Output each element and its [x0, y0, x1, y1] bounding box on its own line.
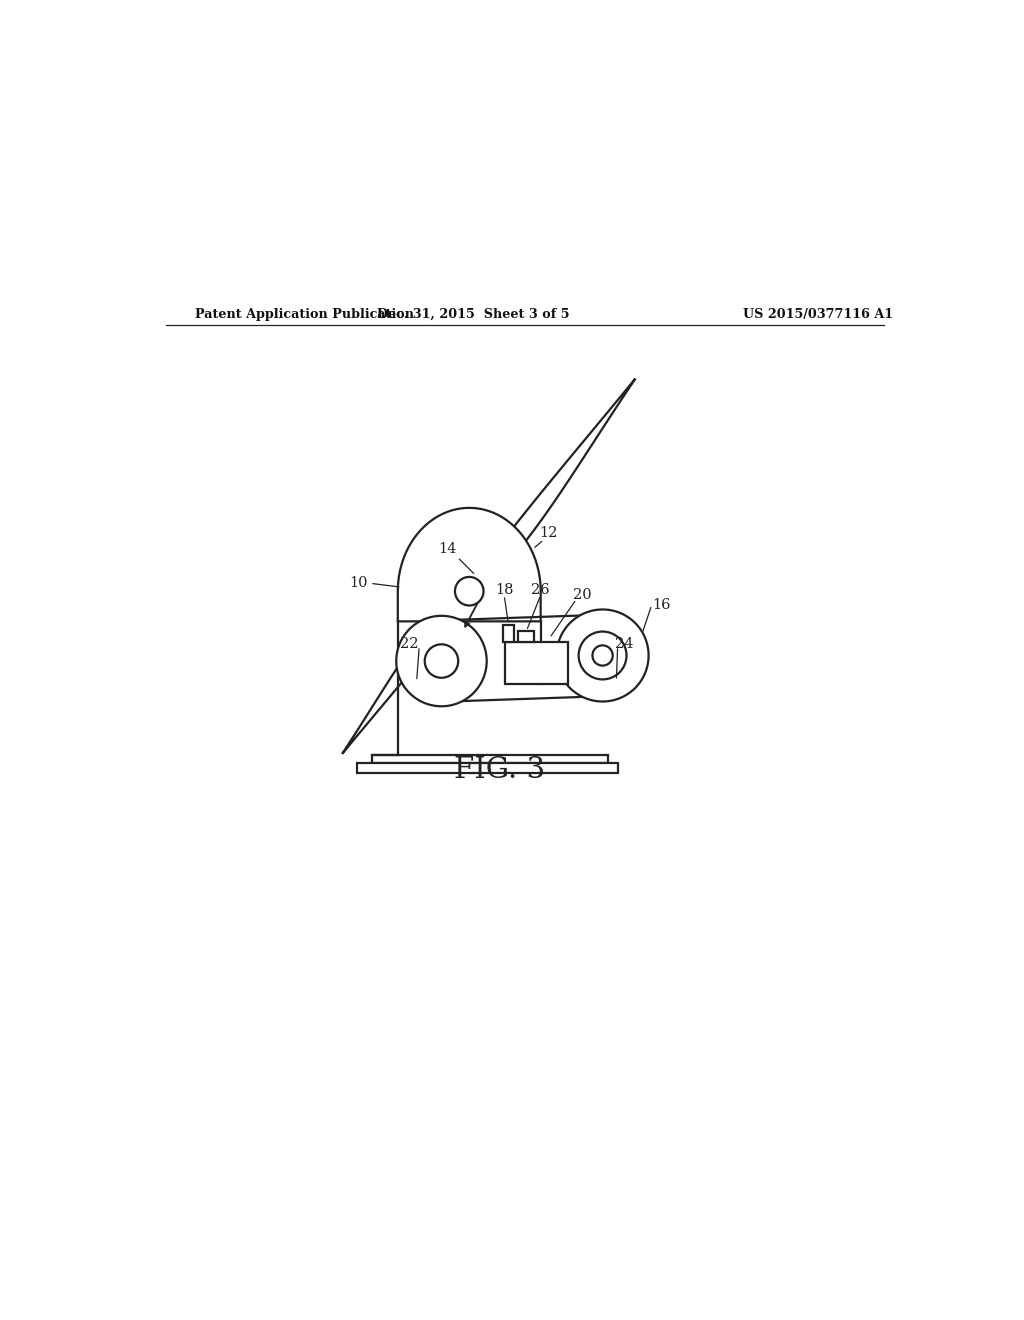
Text: US 2015/0377116 A1: US 2015/0377116 A1 [743, 308, 894, 321]
Bar [356, 763, 617, 774]
Polygon shape [342, 591, 469, 754]
Polygon shape [469, 379, 635, 591]
Circle shape [579, 631, 627, 680]
Circle shape [396, 616, 486, 706]
Circle shape [556, 610, 648, 701]
Text: Dec. 31, 2015  Sheet 3 of 5: Dec. 31, 2015 Sheet 3 of 5 [377, 308, 569, 321]
Text: 26: 26 [531, 582, 550, 597]
Text: 10: 10 [349, 577, 368, 590]
Text: 18: 18 [495, 582, 513, 597]
Bar [505, 643, 568, 684]
Bar [504, 624, 514, 643]
Text: 22: 22 [399, 638, 418, 651]
Text: 16: 16 [652, 598, 671, 611]
Text: 12: 12 [540, 527, 558, 540]
Circle shape [425, 644, 458, 677]
Text: Patent Application Publication: Patent Application Publication [196, 308, 415, 321]
Polygon shape [397, 508, 541, 622]
Text: 20: 20 [573, 589, 592, 602]
Text: 24: 24 [614, 638, 633, 651]
Text: 14: 14 [438, 543, 457, 556]
Circle shape [455, 577, 483, 606]
Circle shape [593, 645, 612, 665]
Bar [373, 755, 608, 763]
Bar [518, 631, 535, 643]
Text: FIG. 3: FIG. 3 [454, 756, 545, 784]
